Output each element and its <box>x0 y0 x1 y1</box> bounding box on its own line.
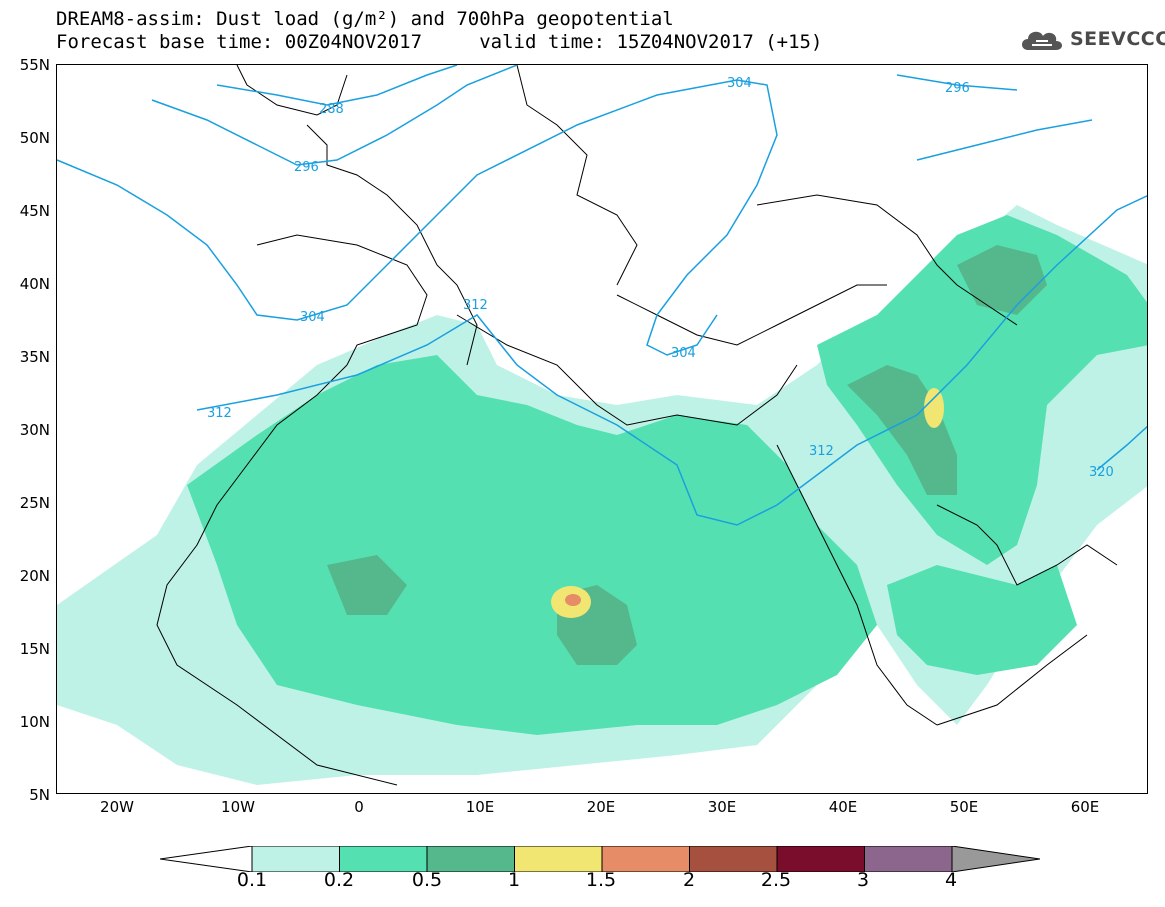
lon-label: 10E <box>465 798 495 816</box>
lat-label: 50N <box>19 129 50 147</box>
colorbar <box>160 846 1040 872</box>
map-title: DREAM8-assim: Dust load (g/m²) and 700hP… <box>56 8 822 54</box>
map-canvas: 288 296 304 296 304 312 304 312 312 320 <box>57 65 1147 786</box>
lat-label: 55N <box>19 56 50 74</box>
contour-label: 304 <box>671 346 696 361</box>
geopotential-contours <box>57 65 1147 526</box>
contour-label: 296 <box>945 81 970 96</box>
colorbar-cell <box>776 846 865 872</box>
lat-label: 25N <box>19 494 50 512</box>
lon-label: 40E <box>828 798 858 816</box>
lat-label: 45N <box>19 202 50 220</box>
colorbar-label: 2 <box>682 869 696 891</box>
colorbar-label: 1 <box>507 869 521 891</box>
contour-312 <box>196 195 1147 526</box>
dust-load-shading <box>57 205 1147 785</box>
dust-map: 288 296 304 296 304 312 304 312 312 320 <box>56 64 1148 794</box>
contour-label: 320 <box>1089 465 1114 480</box>
colorbar-label: 1.5 <box>585 869 617 891</box>
lat-label: 10N <box>19 713 50 731</box>
dust-area-1-iraq <box>924 388 944 428</box>
colorbar-high-arrow <box>951 846 1040 872</box>
dust-area-0.2-arabia <box>887 565 1077 675</box>
colorbar-label: 0.1 <box>236 869 268 891</box>
contour-320 <box>1096 425 1147 471</box>
lon-label: 60E <box>1070 798 1100 816</box>
contour-label: 288 <box>319 102 344 117</box>
contour-label: 304 <box>300 310 325 325</box>
seevccc-logo: SEEVCCC <box>1018 24 1165 54</box>
colorbar-label: 4 <box>944 869 958 891</box>
cloud-icon <box>1022 31 1062 50</box>
lon-label: 50E <box>949 798 979 816</box>
colorbar-cell <box>864 846 953 872</box>
contour-labels: 288 296 304 296 304 312 304 312 312 320 <box>207 76 1114 480</box>
lon-label: 20E <box>586 798 616 816</box>
lon-label: 30E <box>707 798 737 816</box>
contour-304-west <box>57 79 778 356</box>
contour-label: 296 <box>294 160 319 175</box>
colorbar-cells <box>251 846 953 872</box>
contour-label: 312 <box>809 444 834 459</box>
colorbar-label: 3 <box>856 869 870 891</box>
contour-296-west <box>151 65 518 166</box>
colorbar-label: 0.5 <box>411 869 443 891</box>
lon-label: 0 <box>354 798 364 816</box>
contour-label: 304 <box>727 76 752 91</box>
title-line-times: Forecast base time: 00Z04NOV2017 valid t… <box>56 31 823 53</box>
colorbar-label: 2.5 <box>760 869 792 891</box>
dust-area-0.2 <box>187 355 877 735</box>
lat-label: 35N <box>19 348 50 366</box>
lat-label: 20N <box>19 567 50 585</box>
contour-296-east <box>896 74 1018 91</box>
contour-label: 312 <box>463 298 488 313</box>
lat-label: 5N <box>29 786 50 804</box>
dust-area-0.5 <box>327 555 407 615</box>
lat-label: 30N <box>19 421 50 439</box>
colorbar-cell <box>251 846 340 872</box>
title-line-product: DREAM8-assim: Dust load (g/m²) and 700hP… <box>56 8 674 30</box>
logo-text: SEEVCCC <box>1070 28 1165 50</box>
dust-area-1.5 <box>565 594 581 606</box>
colorbar-cell <box>514 846 603 872</box>
contour-304-east <box>916 119 1093 161</box>
colorbar-cell <box>339 846 428 872</box>
coastlines <box>156 65 1118 786</box>
contour-label: 312 <box>207 406 232 421</box>
colorbar-label: 0.2 <box>323 869 355 891</box>
lon-label: 20W <box>100 798 134 816</box>
lat-label: 40N <box>19 275 50 293</box>
dust-area-0.2-east <box>817 215 1147 565</box>
lon-label: 10W <box>221 798 255 816</box>
contour-288 <box>216 65 458 106</box>
colorbar-cell <box>426 846 515 872</box>
lat-label: 15N <box>19 640 50 658</box>
